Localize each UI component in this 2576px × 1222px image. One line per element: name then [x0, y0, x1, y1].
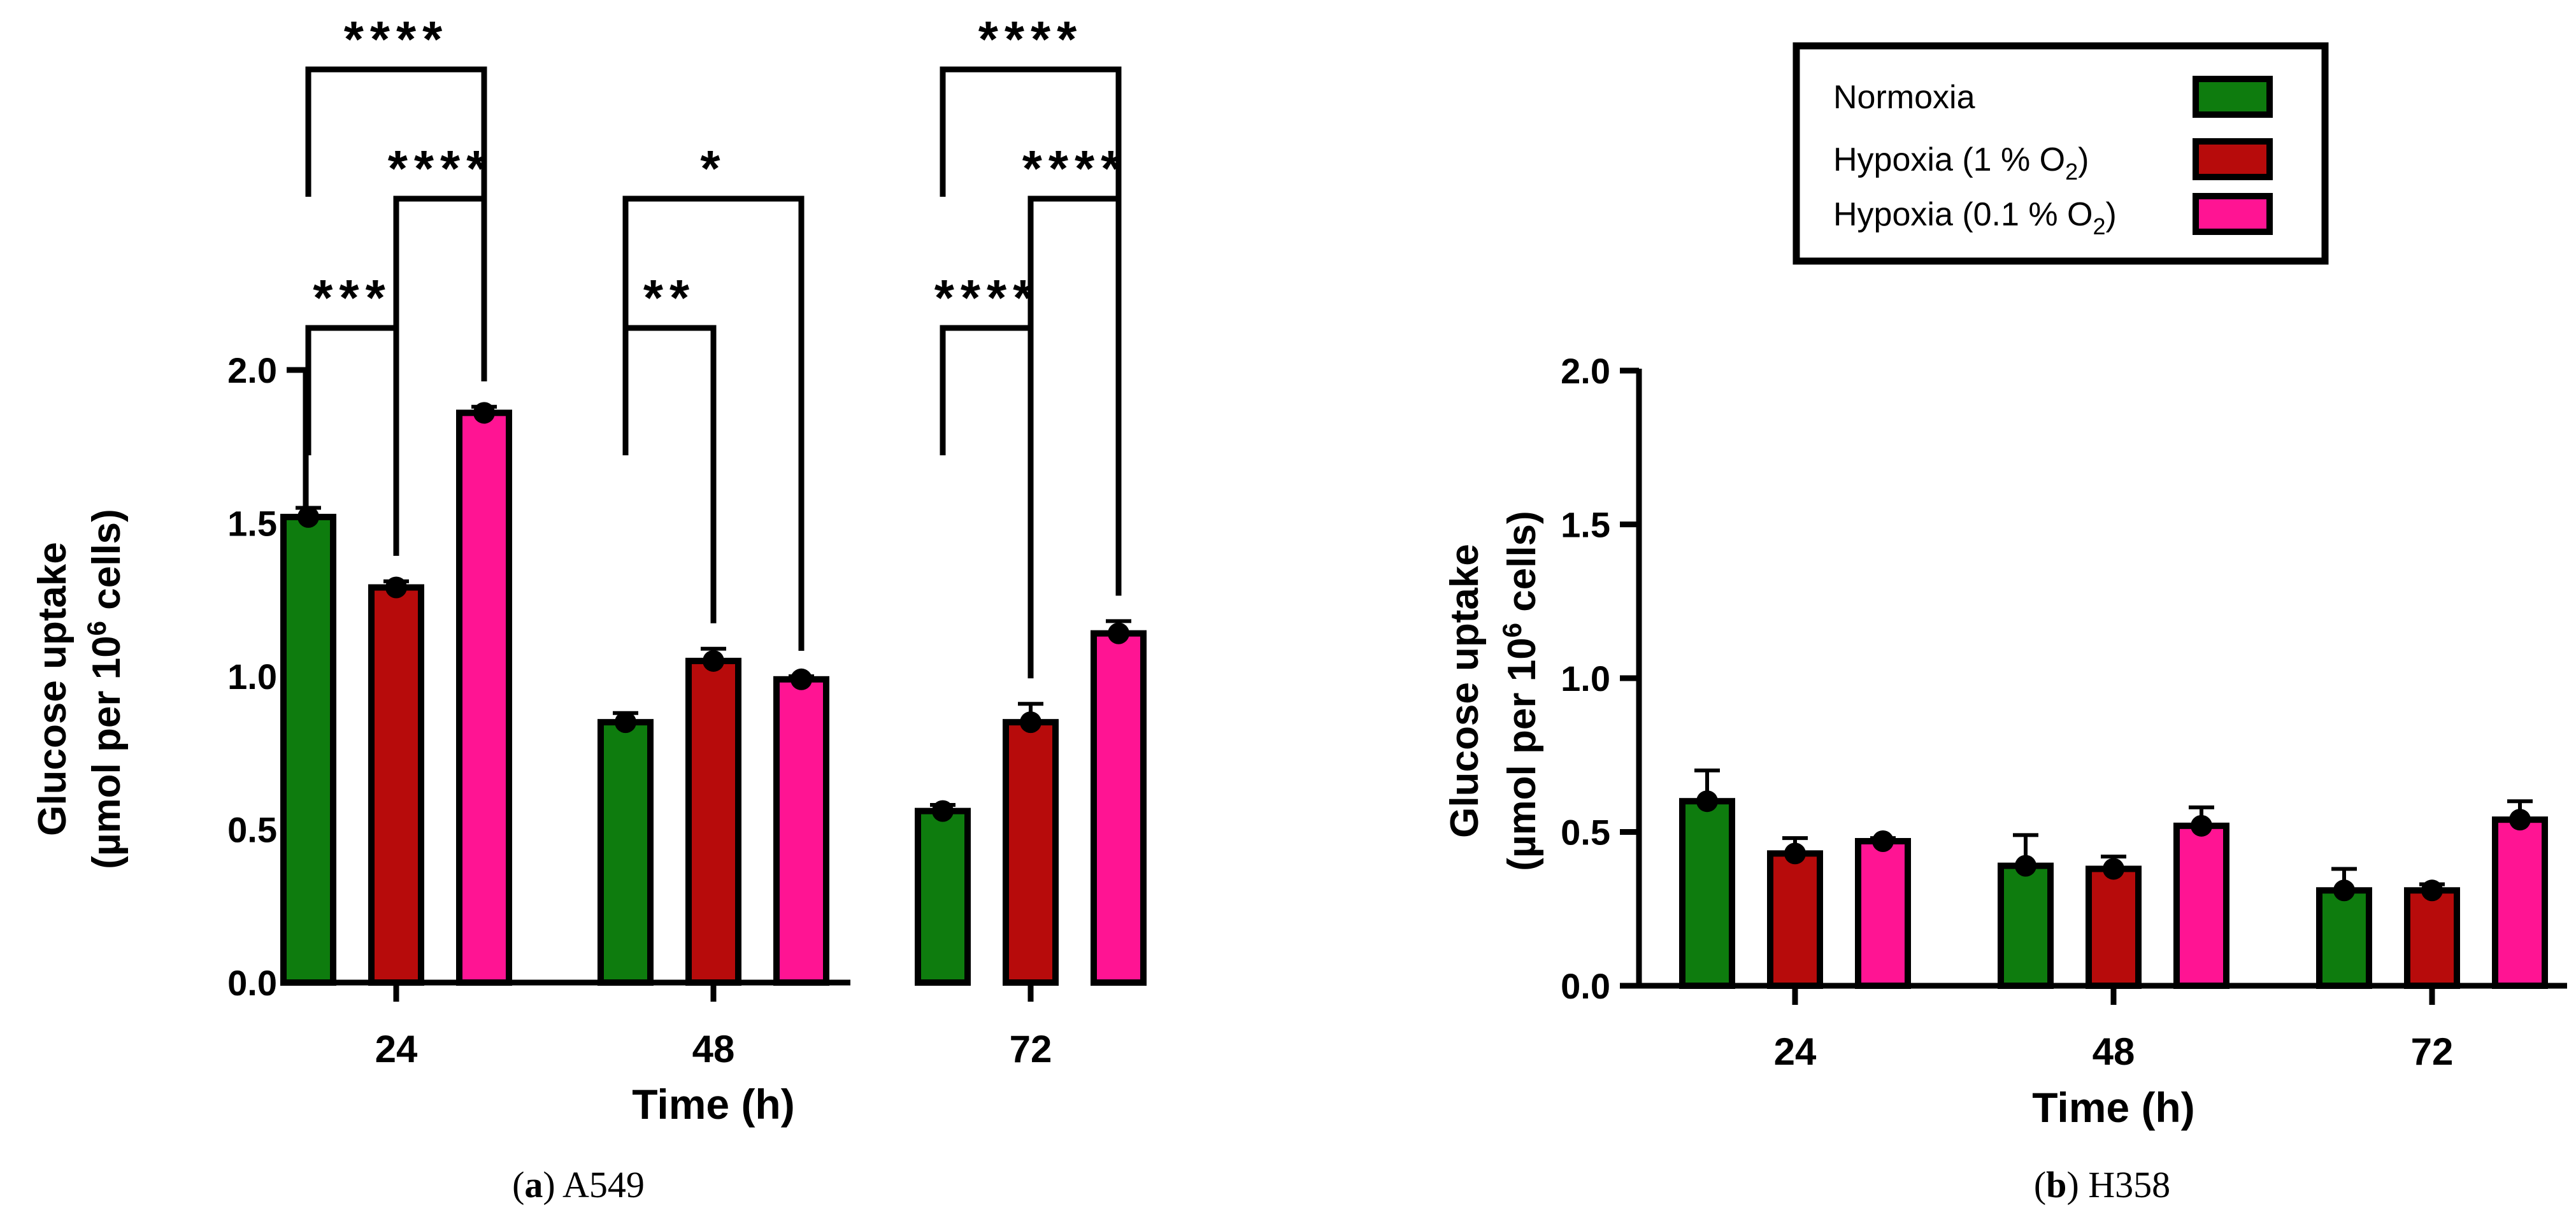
significance-bracket	[940, 66, 1122, 596]
significance-label: ****	[978, 11, 1084, 67]
y-axis-label-line1: Glucose uptake	[1443, 544, 1487, 838]
data-point	[2509, 809, 2531, 831]
y-tick-label: 2.0	[1561, 351, 1610, 391]
y-tick-label: 0.0	[227, 963, 277, 1003]
legend-swatch	[2193, 193, 2273, 235]
legend: Normoxia Hypoxia (1 % O2) Hypoxia (0.1 % O…	[1792, 42, 2329, 265]
y-tick-label: 0.5	[227, 810, 277, 850]
x-tick-label: 48	[2093, 1030, 2135, 1073]
bar	[368, 584, 424, 986]
significance-bracket	[393, 195, 487, 381]
y-axis-label-line2: (µmol per 106 cells)	[1497, 511, 1544, 871]
legend-label: Hypoxia (0.1 % O2)	[1833, 196, 2117, 239]
y-axis-label-line1: Glucose uptake	[31, 542, 75, 836]
data-point	[2421, 879, 2443, 902]
bar	[2173, 822, 2229, 989]
data-point	[2103, 858, 2124, 880]
significance-bracket	[305, 325, 399, 556]
data-point	[1020, 711, 1041, 734]
bar	[597, 719, 654, 986]
data-point	[2015, 855, 2036, 877]
legend-label: Normoxia	[1833, 79, 1975, 116]
data-point	[1696, 790, 1718, 813]
panel-b-chart: 0.0 0.5 1.0 1.5 2.0 Glucose uptake (µmol per 1…	[1443, 351, 2567, 1205]
bar	[2316, 887, 2372, 990]
bar	[2086, 865, 2142, 989]
y-tick-label: 1.5	[227, 504, 277, 544]
data-point	[703, 650, 724, 672]
panel-a-chart: 0.0 0.5 1.0 1.5 2.0 Glucose uptake (µmol per 1…	[31, 11, 1147, 1205]
legend-swatch	[2193, 138, 2273, 180]
bar	[1998, 862, 2054, 989]
data-point	[791, 668, 812, 690]
y-tick-label: 0.0	[1561, 966, 1610, 1006]
data-point	[385, 576, 407, 599]
bar	[1855, 837, 1911, 989]
significance-label: ****	[934, 269, 1040, 326]
y-tick-label: 1.5	[1561, 505, 1610, 545]
panel-caption: (a) A549	[512, 1164, 645, 1205]
significance-label: ****	[388, 140, 493, 197]
bar	[1767, 850, 1823, 990]
significance-label: ****	[1022, 140, 1127, 197]
x-tick-label: 72	[1010, 1028, 1052, 1070]
legend-swatch	[2193, 76, 2273, 118]
data-point	[473, 402, 495, 424]
y-tick-label: 1.0	[1561, 658, 1610, 699]
y-tick-label: 1.0	[227, 657, 277, 697]
data-point	[1872, 830, 1894, 852]
data-point	[297, 506, 319, 528]
x-tick-label: 24	[375, 1028, 418, 1070]
data-point	[2191, 814, 2212, 837]
bar	[1091, 630, 1147, 986]
y-tick-label: 2.0	[227, 350, 277, 390]
data-point	[615, 711, 636, 734]
bar	[280, 513, 336, 986]
significance-bracket	[1027, 195, 1122, 596]
significance-bracket	[940, 325, 1034, 679]
bar	[2492, 816, 2548, 990]
bar	[685, 657, 741, 986]
bar	[2404, 887, 2460, 990]
bar	[456, 409, 512, 986]
x-tick-label: 48	[692, 1028, 735, 1070]
significance-bracket	[622, 325, 717, 623]
bar	[773, 676, 829, 986]
x-tick-label: 24	[1774, 1030, 1817, 1073]
significance-label: ****	[344, 11, 449, 67]
significance-label: ***	[313, 269, 391, 326]
data-point	[932, 800, 954, 822]
data-point	[2333, 879, 2355, 902]
bar	[915, 807, 971, 986]
data-point	[1784, 842, 1806, 865]
y-tick-label: 0.5	[1561, 813, 1610, 853]
bar	[1003, 719, 1059, 986]
x-axis-label: Time (h)	[632, 1081, 794, 1128]
significance-label: *	[700, 140, 726, 197]
significance-bracket	[305, 66, 487, 381]
bar	[1679, 798, 1735, 989]
y-axis-label-line2: (µmol per 106 cells)	[82, 509, 129, 869]
x-axis-label: Time (h)	[2032, 1084, 2194, 1131]
data-point	[1108, 622, 1129, 644]
x-tick-label: 72	[2411, 1030, 2454, 1073]
significance-label: **	[643, 269, 696, 326]
panel-caption: (b) H358	[2034, 1164, 2170, 1205]
significance-bracket	[622, 195, 805, 651]
legend-label: Hypoxia (1 % O2)	[1833, 141, 2089, 185]
